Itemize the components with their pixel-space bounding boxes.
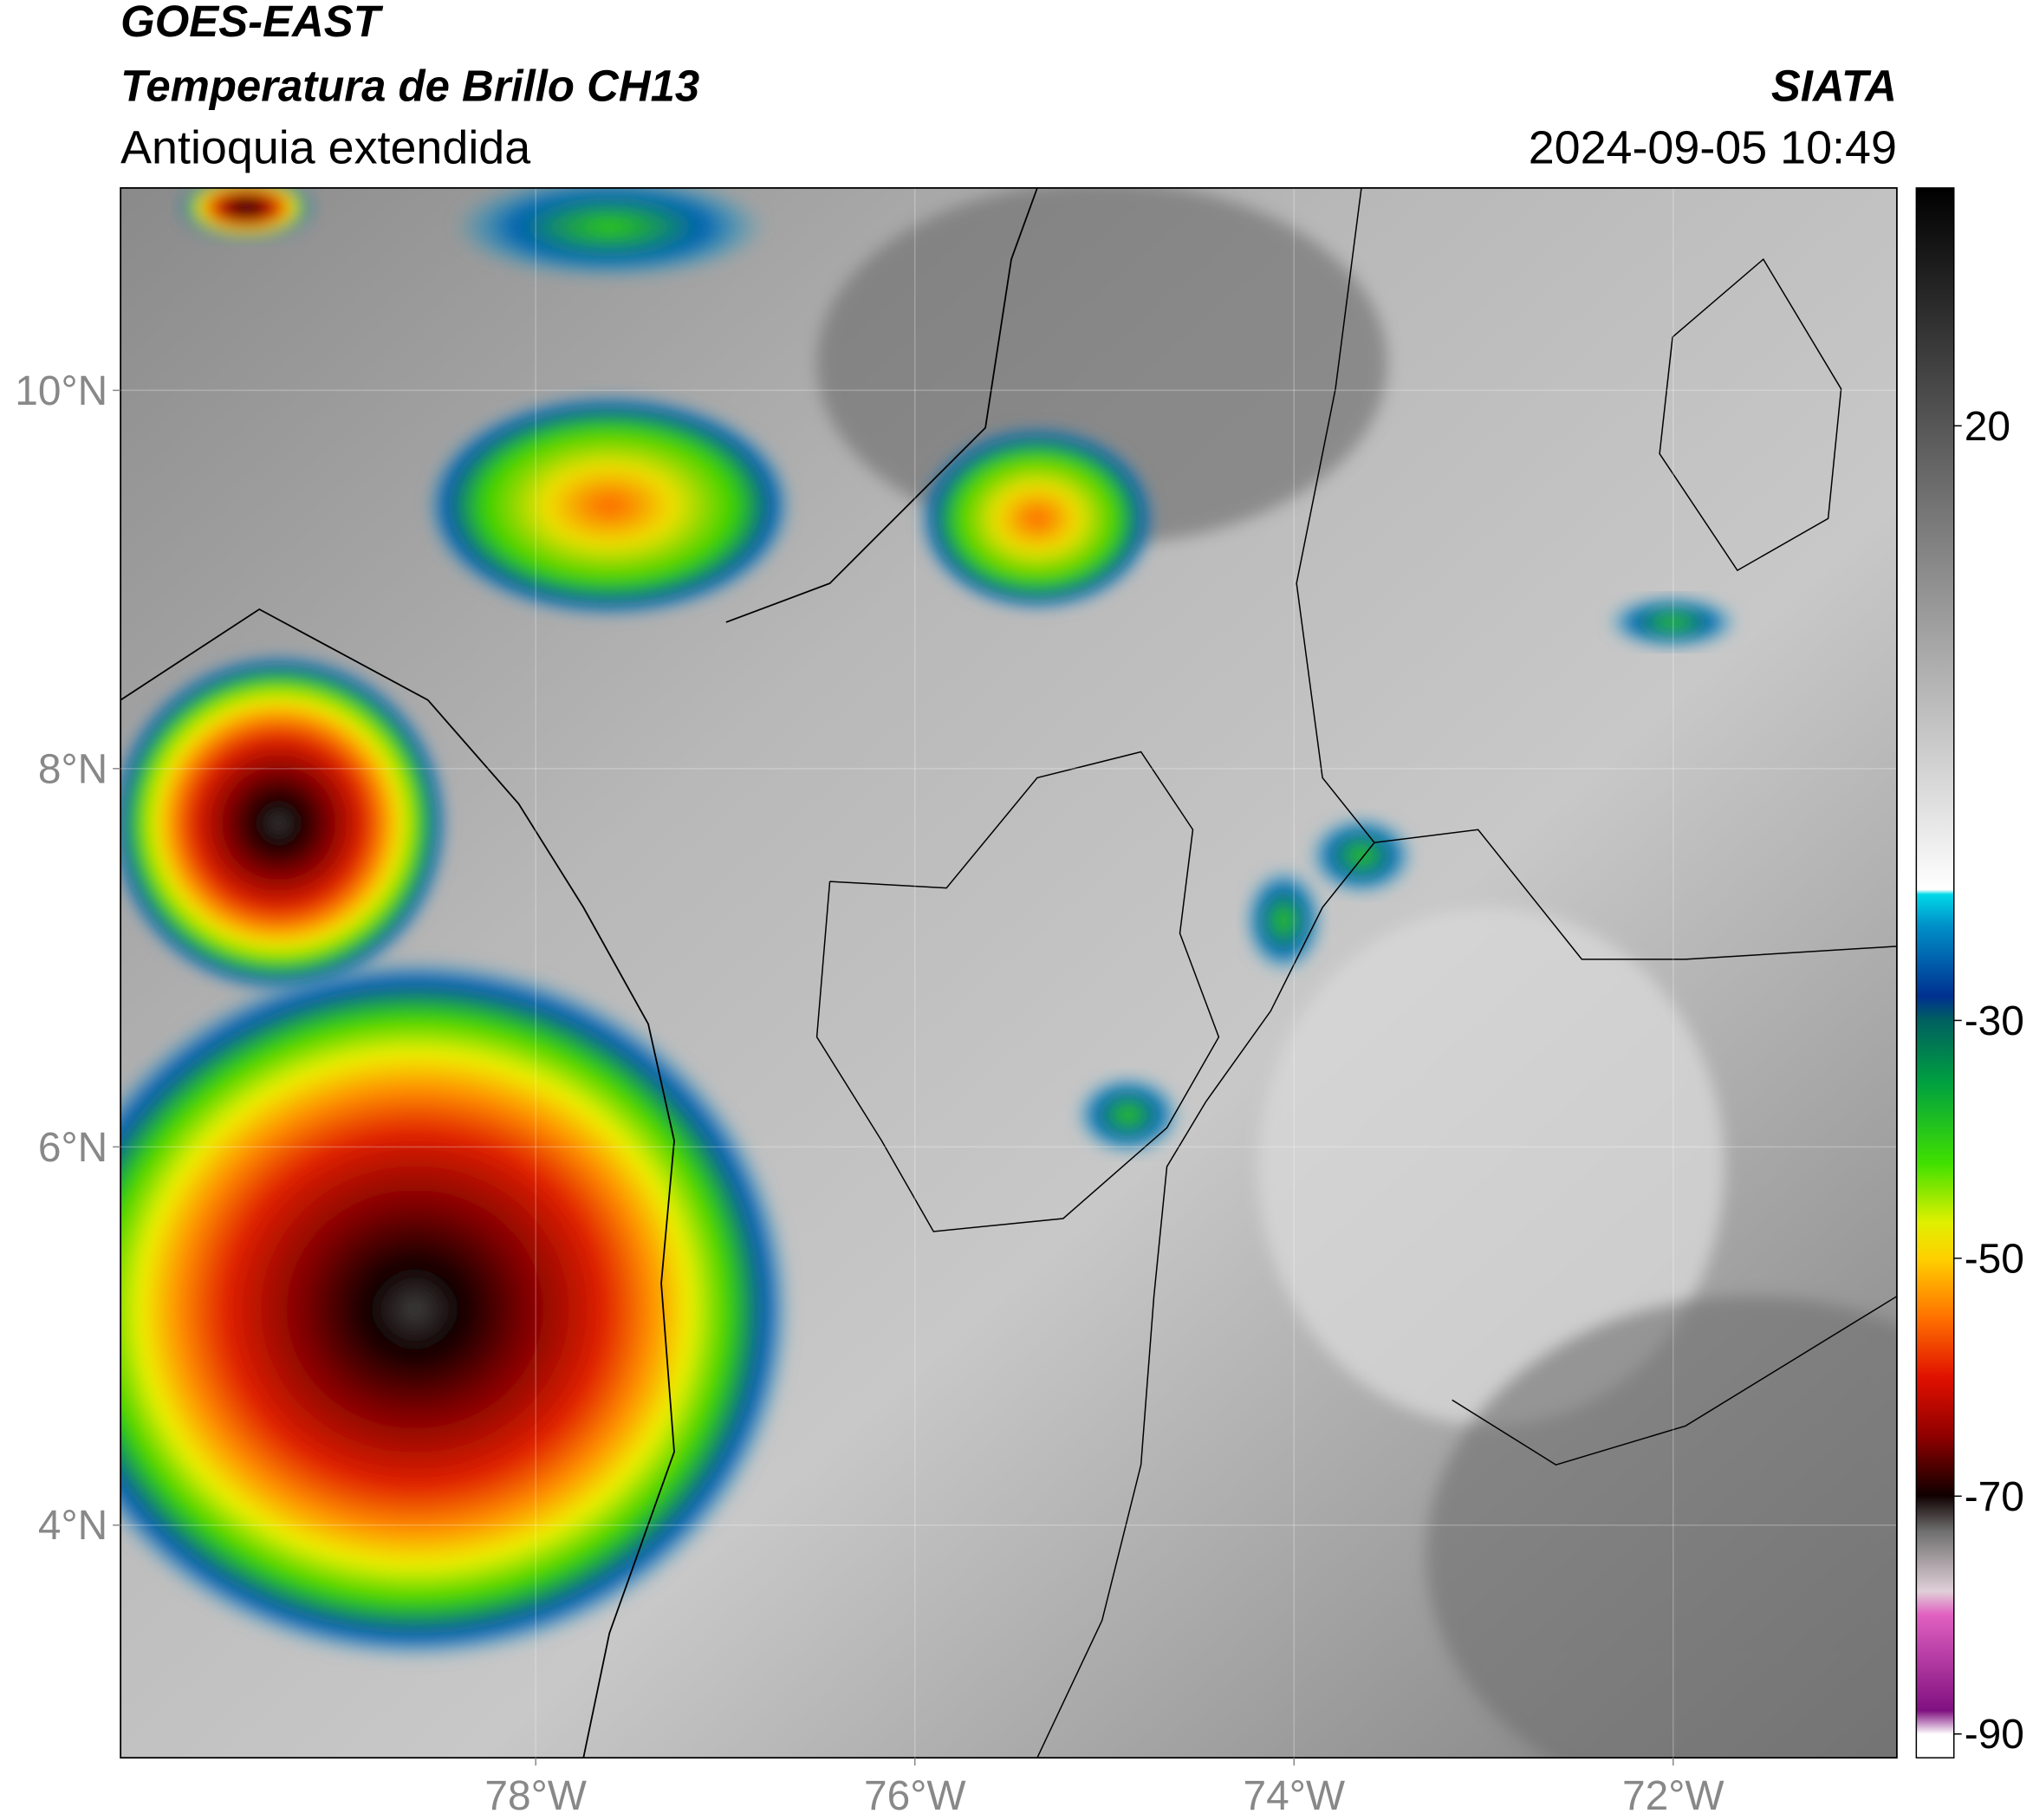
colorbar-tick-label: -90 — [1965, 1712, 2024, 1758]
region: Antioquia extendida — [120, 121, 530, 173]
y-tick-label: 8°N — [38, 746, 107, 792]
colorbar-tick-label: -30 — [1965, 998, 2024, 1044]
gridlines — [120, 187, 1897, 1758]
x-tick-label: 78°W — [484, 1773, 587, 1819]
y-tick-label: 10°N — [15, 368, 107, 414]
satellite-image — [120, 187, 1897, 1758]
x-tick-label: 76°W — [864, 1773, 966, 1819]
title: GOES-EAST — [120, 0, 384, 46]
y-tick-label: 4°N — [38, 1503, 107, 1549]
x-tick-label: 74°W — [1243, 1773, 1345, 1819]
datetime: 2024-09-05 10:49 — [1529, 121, 1897, 173]
y-tick-label: 6°N — [38, 1125, 107, 1171]
colorbar — [1915, 187, 1955, 1758]
colorbar-tick-label: -70 — [1965, 1474, 2024, 1520]
x-tick-label: 72°W — [1622, 1773, 1724, 1819]
map-frame — [120, 186, 1898, 1759]
colorbar-tick-label: -50 — [1965, 1236, 2024, 1282]
source: SIATA — [1771, 62, 1897, 111]
colorbar-tick-label: 20 — [1965, 404, 2010, 450]
subtitle: Temperatura de Brillo CH13 — [120, 62, 699, 111]
